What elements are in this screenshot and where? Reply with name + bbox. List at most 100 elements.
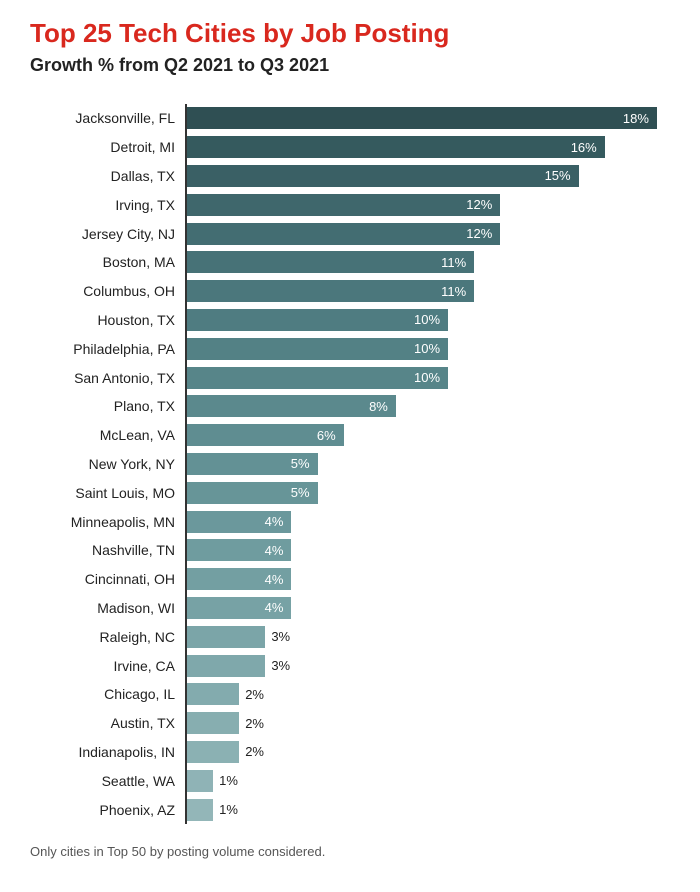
bar-value-label: 2% xyxy=(245,687,264,702)
chart-title: Top 25 Tech Cities by Job Posting xyxy=(30,18,670,49)
label-row: Cincinnati, OH xyxy=(30,565,175,594)
label-row: Saint Louis, MO xyxy=(30,478,175,507)
label-row: Irvine, CA xyxy=(30,651,175,680)
label-row: Austin, TX xyxy=(30,709,175,738)
bar-row: 11% xyxy=(187,248,670,277)
city-label: Irving, TX xyxy=(30,197,175,213)
bar-value-label: 4% xyxy=(265,600,284,615)
bar-row: 2% xyxy=(187,709,670,738)
bar-row: 16% xyxy=(187,133,670,162)
bar xyxy=(187,799,213,821)
label-row: Dallas, TX xyxy=(30,162,175,191)
bar: 10% xyxy=(187,309,448,331)
bar-row: 8% xyxy=(187,392,670,421)
bar: 4% xyxy=(187,597,291,619)
label-row: Madison, WI xyxy=(30,594,175,623)
bar-value-label: 5% xyxy=(291,485,310,500)
bar-row: 3% xyxy=(187,651,670,680)
bar: 4% xyxy=(187,568,291,590)
bar-value-label: 11% xyxy=(441,284,466,299)
bar-row: 4% xyxy=(187,565,670,594)
bar-value-label: 11% xyxy=(441,255,466,270)
bar xyxy=(187,626,265,648)
bar-value-label: 2% xyxy=(245,744,264,759)
city-label: McLean, VA xyxy=(30,427,175,443)
bar-row: 10% xyxy=(187,334,670,363)
label-row: Chicago, IL xyxy=(30,680,175,709)
bar-row: 12% xyxy=(187,219,670,248)
bar-row: 10% xyxy=(187,306,670,335)
bar xyxy=(187,712,239,734)
bar: 8% xyxy=(187,395,396,417)
city-label: Dallas, TX xyxy=(30,168,175,184)
bar: 10% xyxy=(187,338,448,360)
bar-value-label: 12% xyxy=(466,226,492,241)
bar-value-label: 16% xyxy=(571,140,597,155)
bar-value-label: 18% xyxy=(623,111,649,126)
bar-row: 10% xyxy=(187,363,670,392)
bar-value-label: 3% xyxy=(271,629,290,644)
bar-row: 4% xyxy=(187,507,670,536)
bar xyxy=(187,741,239,763)
bar xyxy=(187,655,265,677)
city-label: Indianapolis, IN xyxy=(30,744,175,760)
bar-value-label: 8% xyxy=(369,399,388,414)
label-row: Indianapolis, IN xyxy=(30,738,175,767)
label-row: Phoenix, AZ xyxy=(30,795,175,824)
bar-value-label: 15% xyxy=(545,168,571,183)
bar-value-label: 10% xyxy=(414,370,440,385)
bar-value-label: 6% xyxy=(317,428,336,443)
bar-row: 5% xyxy=(187,478,670,507)
bars-column: 18%16%15%12%12%11%11%10%10%10%8%6%5%5%4%… xyxy=(185,104,670,824)
bar-row: 15% xyxy=(187,162,670,191)
label-row: Detroit, MI xyxy=(30,133,175,162)
bar: 12% xyxy=(187,194,500,216)
bar-row: 4% xyxy=(187,594,670,623)
label-row: Boston, MA xyxy=(30,248,175,277)
city-label: Cincinnati, OH xyxy=(30,571,175,587)
bar-row: 4% xyxy=(187,536,670,565)
bar-row: 5% xyxy=(187,450,670,479)
city-label: Plano, TX xyxy=(30,398,175,414)
bar: 4% xyxy=(187,539,291,561)
bar: 18% xyxy=(187,107,657,129)
city-label: Houston, TX xyxy=(30,312,175,328)
label-row: Nashville, TN xyxy=(30,536,175,565)
city-label: Detroit, MI xyxy=(30,139,175,155)
bar-value-label: 4% xyxy=(265,514,284,529)
city-label: Chicago, IL xyxy=(30,686,175,702)
label-row: Raleigh, NC xyxy=(30,622,175,651)
bar-value-label: 5% xyxy=(291,456,310,471)
bar-row: 18% xyxy=(187,104,670,133)
bar: 11% xyxy=(187,280,474,302)
label-row: Jacksonville, FL xyxy=(30,104,175,133)
city-label: Phoenix, AZ xyxy=(30,802,175,818)
bar-value-label: 4% xyxy=(265,543,284,558)
label-row: San Antonio, TX xyxy=(30,363,175,392)
bar-value-label: 10% xyxy=(414,312,440,327)
city-label: Irvine, CA xyxy=(30,658,175,674)
bar xyxy=(187,770,213,792)
chart-subtitle: Growth % from Q2 2021 to Q3 2021 xyxy=(30,55,670,76)
bar: 16% xyxy=(187,136,605,158)
label-row: Columbus, OH xyxy=(30,277,175,306)
bar-value-label: 12% xyxy=(466,197,492,212)
chart-footnote: Only cities in Top 50 by posting volume … xyxy=(30,844,670,859)
city-label: Austin, TX xyxy=(30,715,175,731)
bar-row: 2% xyxy=(187,680,670,709)
city-label: Boston, MA xyxy=(30,254,175,270)
city-label: Madison, WI xyxy=(30,600,175,616)
city-label: Philadelphia, PA xyxy=(30,341,175,357)
city-label: Nashville, TN xyxy=(30,542,175,558)
label-row: Seattle, WA xyxy=(30,766,175,795)
bar xyxy=(187,683,239,705)
bar: 10% xyxy=(187,367,448,389)
labels-column: Jacksonville, FL Detroit, MI Dallas, TX Irv… xyxy=(30,104,185,824)
bar-value-label: 3% xyxy=(271,658,290,673)
bar-value-label: 1% xyxy=(219,773,238,788)
bar-value-label: 2% xyxy=(245,716,264,731)
bar-row: 11% xyxy=(187,277,670,306)
label-row: Irving, TX xyxy=(30,190,175,219)
bar-row: 1% xyxy=(187,766,670,795)
city-label: Saint Louis, MO xyxy=(30,485,175,501)
